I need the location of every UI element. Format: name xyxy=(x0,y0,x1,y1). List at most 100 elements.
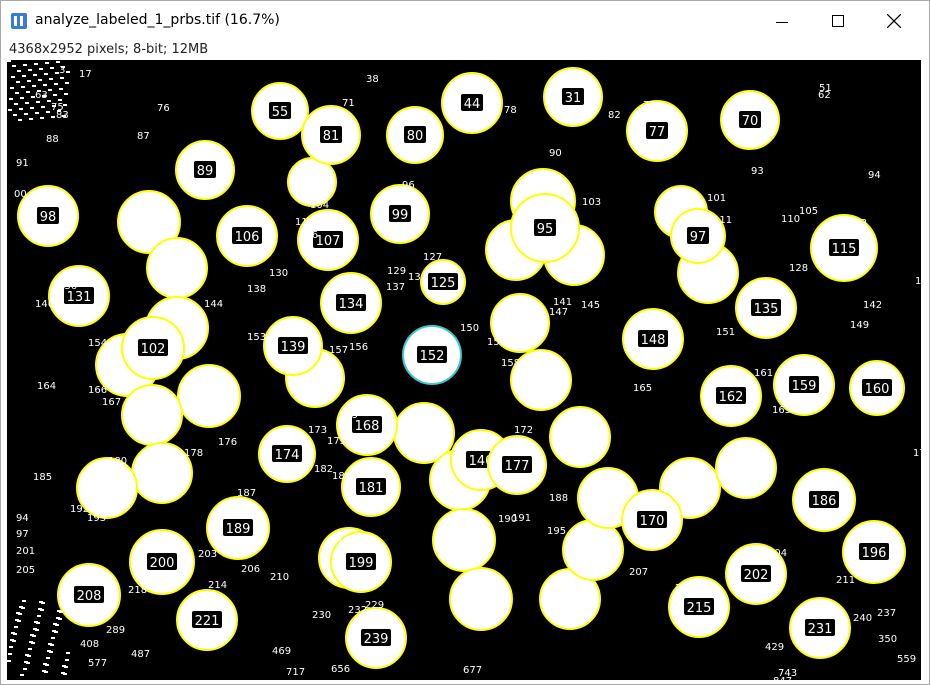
particle-label-bg xyxy=(789,376,819,393)
roi-number-label: 191 xyxy=(512,513,531,524)
roi-number-label: 144 xyxy=(204,299,223,310)
particle-label: 174 xyxy=(275,448,300,463)
particle-label-bg xyxy=(502,456,532,473)
particle-label-bg xyxy=(562,88,584,105)
roi-number-label: 127 xyxy=(423,252,442,263)
particle-label: 125 xyxy=(431,276,456,291)
particle-label: 231 xyxy=(808,622,833,637)
particle-blob[interactable] xyxy=(510,349,572,411)
roi-number-label: 76 xyxy=(157,103,170,114)
roi-number-label: 289 xyxy=(106,625,125,636)
noise-speck xyxy=(10,639,14,641)
roi-number-label: 166 xyxy=(88,385,107,396)
roi-number-label: 577 xyxy=(88,658,107,669)
noise-speck xyxy=(52,105,56,107)
noise-speck xyxy=(38,608,42,610)
particle-blob[interactable] xyxy=(549,406,611,468)
noise-speck xyxy=(60,604,64,606)
particle-label: 170 xyxy=(640,514,665,529)
roi-number-label: 113 xyxy=(295,217,314,228)
particle-label: 202 xyxy=(744,568,769,583)
roi-number-label: 188 xyxy=(549,493,568,504)
particle-blob[interactable] xyxy=(715,437,777,499)
noise-speck xyxy=(26,91,30,93)
roi-number-label: 93 xyxy=(751,166,764,177)
particle-label-bg xyxy=(356,478,386,495)
noise-speck xyxy=(56,61,60,63)
particle-label: 199 xyxy=(349,556,374,571)
noise-speck xyxy=(64,93,68,95)
particle-label-bg xyxy=(272,445,302,462)
particle-label-bg xyxy=(859,543,889,560)
particle-label-bg xyxy=(805,619,835,636)
particle-blob[interactable] xyxy=(432,508,496,572)
roi-number-label: 108 xyxy=(313,213,332,224)
particle-label-bg xyxy=(417,346,447,363)
roi-number-label: 173 xyxy=(308,425,327,436)
particle-label-bg xyxy=(320,126,342,143)
image-canvas[interactable]: 55 81 80 44 31 77 70 89 98 106 107 99 95 97 115 131 134 1… xyxy=(7,60,921,680)
noise-speck xyxy=(25,102,29,104)
particle-blob[interactable] xyxy=(449,567,513,631)
particle-label: 135 xyxy=(754,302,779,317)
title-bar[interactable]: analyze_labeled_1_prbs.tif (16.7%) xyxy=(1,1,929,41)
roi-number-label: 90 xyxy=(549,148,562,159)
roi-number-label: 190 xyxy=(498,514,517,525)
roi-number-label: 137 xyxy=(386,282,405,293)
particle-label: 106 xyxy=(235,230,260,245)
noise-speck xyxy=(15,92,19,94)
particle-label-bg xyxy=(404,126,426,143)
particle-label: 95 xyxy=(537,222,554,237)
particle-blob[interactable] xyxy=(490,293,550,353)
roi-number-label: 13 xyxy=(915,276,921,287)
noise-speck xyxy=(13,114,17,116)
particle-label: 239 xyxy=(364,632,389,647)
roi-number-label: 183 xyxy=(88,471,107,482)
noise-speck xyxy=(63,104,67,106)
close-button[interactable] xyxy=(865,1,923,41)
roi-number-label: 71 xyxy=(342,98,355,109)
noise-speck xyxy=(53,623,57,625)
roi-number-label: 51 xyxy=(819,83,832,94)
noise-speck xyxy=(34,621,38,623)
particle-label: 186 xyxy=(812,494,837,509)
noise-speck xyxy=(61,66,65,68)
particle-label: 80 xyxy=(407,129,424,144)
particle-label-bg xyxy=(739,111,761,128)
particle-label-bg xyxy=(809,491,839,508)
particle-blob[interactable] xyxy=(117,190,181,254)
particle-blob[interactable] xyxy=(131,442,193,504)
particle-blob[interactable] xyxy=(121,384,183,446)
maximize-button[interactable] xyxy=(809,1,867,41)
noise-speck xyxy=(14,103,18,105)
particle-blob[interactable] xyxy=(562,519,624,581)
noise-speck xyxy=(54,83,58,85)
roi-number-label: 175 xyxy=(327,436,346,447)
roi-number-label: 151 xyxy=(716,327,735,338)
particle-label: 139 xyxy=(281,340,306,355)
particle-label: 160 xyxy=(865,382,890,397)
minimize-button[interactable] xyxy=(753,1,811,41)
particle-label-bg xyxy=(646,122,668,139)
particle-blob[interactable] xyxy=(76,457,138,519)
roi-number-label: 17 xyxy=(79,69,92,80)
noise-speck xyxy=(47,650,51,652)
noise-speck xyxy=(24,113,28,115)
noise-speck xyxy=(11,76,15,78)
particle-label-bg xyxy=(74,586,104,603)
particle-blob[interactable] xyxy=(146,237,208,299)
particle-blob[interactable] xyxy=(177,364,241,428)
noise-speck xyxy=(32,85,36,87)
roi-number-label: 182 xyxy=(314,464,333,475)
noise-speck xyxy=(48,89,52,91)
roi-number-label: 167 xyxy=(102,397,121,408)
roi-number-label: 743 xyxy=(778,668,797,679)
roi-number-label: 847 xyxy=(773,676,792,680)
roi-number-label: 205 xyxy=(16,565,35,576)
roi-number-label: 204 xyxy=(768,548,787,559)
particle-label: 98 xyxy=(40,210,57,225)
roi-number-label: 103 xyxy=(582,197,601,208)
roi-number-label: 187 xyxy=(237,488,256,499)
noise-speck xyxy=(16,612,20,614)
particle-label: 159 xyxy=(792,379,817,394)
